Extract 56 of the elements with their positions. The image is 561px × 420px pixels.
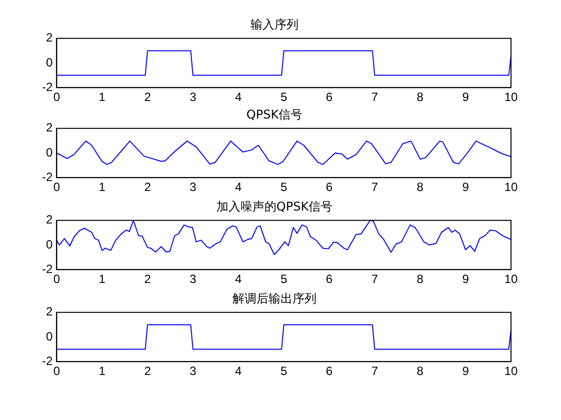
x-tick-label: 8: [416, 272, 424, 286]
x-tick-label: 6: [326, 90, 333, 104]
x-tick-label: 5: [280, 364, 288, 378]
x-tick-label: 5: [280, 90, 288, 104]
x-tick-label: 8: [416, 364, 424, 378]
x-tick-label: 9: [462, 272, 470, 286]
chart-title: 解调后输出序列: [232, 291, 316, 306]
y-tick-label: -2: [42, 354, 53, 368]
chart-title: 输入序列: [250, 17, 298, 32]
x-tick-label: 3: [190, 180, 197, 194]
x-tick-label: 7: [371, 364, 378, 378]
x-tick-label: 5: [280, 180, 288, 194]
x-tick-label: 2: [144, 272, 152, 286]
x-tick-label: 6: [326, 364, 333, 378]
x-tick-label: 3: [190, 90, 197, 104]
x-tick-label: 1: [98, 272, 106, 286]
x-tick-label: 2: [144, 90, 152, 104]
chart-title: 加入噪声的QPSK信号: [216, 199, 333, 214]
x-tick-label: 7: [371, 272, 378, 286]
x-tick-label: 4: [235, 364, 242, 378]
x-tick-label: 4: [235, 90, 242, 104]
x-tick-label: 2: [144, 364, 152, 378]
x-tick-label: 6: [326, 272, 333, 286]
x-tick-label: 10: [504, 272, 518, 286]
y-tick-label: 2: [46, 304, 53, 319]
chart-title: QPSK信号: [246, 107, 303, 122]
x-tick-label: 3: [190, 364, 197, 378]
x-tick-label: 9: [462, 364, 470, 378]
x-tick-label: 2: [144, 180, 152, 194]
x-tick-label: 4: [235, 180, 242, 194]
x-tick-label: 8: [416, 90, 424, 104]
y-tick-label: 0: [46, 55, 53, 70]
x-tick-label: 10: [504, 90, 518, 104]
x-tick-label: 10: [504, 180, 518, 194]
x-tick-label: 7: [371, 180, 378, 194]
x-tick-label: 6: [326, 180, 333, 194]
x-tick-label: 1: [98, 90, 106, 104]
x-tick-label: 9: [462, 180, 470, 194]
y-tick-label: 0: [46, 145, 53, 160]
x-tick-label: 7: [371, 90, 378, 104]
y-tick-label: 0: [46, 237, 53, 252]
y-tick-label: 2: [46, 212, 53, 227]
y-tick-label: 2: [46, 120, 53, 135]
x-tick-label: 3: [190, 272, 197, 286]
x-tick-label: 9: [462, 90, 470, 104]
x-tick-label: 1: [98, 364, 106, 378]
x-tick-label: 8: [416, 180, 424, 194]
y-tick-label: 2: [46, 30, 53, 45]
y-tick-label: -2: [42, 80, 53, 94]
x-tick-label: 10: [504, 364, 518, 378]
y-tick-label: -2: [42, 262, 53, 276]
x-tick-label: 5: [280, 272, 288, 286]
y-tick-label: 0: [46, 329, 53, 344]
y-tick-label: -2: [42, 170, 53, 184]
x-tick-label: 1: [98, 180, 106, 194]
x-tick-label: 4: [235, 272, 242, 286]
